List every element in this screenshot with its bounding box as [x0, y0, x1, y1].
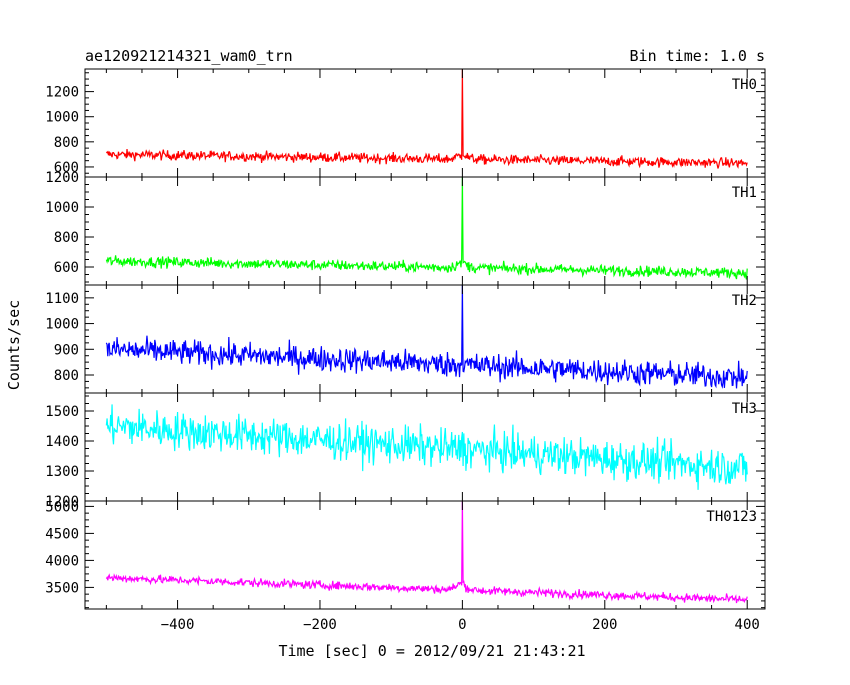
y-axis-label: Counts/sec	[5, 300, 23, 390]
y-tick-label: 1200	[45, 494, 79, 510]
panel-label-th3: TH3	[732, 401, 757, 417]
y-tick-label: 1200	[45, 170, 79, 186]
panel-th3: 1200 1300 1400 1500 TH3	[45, 392, 766, 510]
y-tick-label: 1400	[45, 434, 79, 450]
panel-label-th2: TH2	[732, 293, 757, 309]
panel-label-th0123: TH0123	[706, 509, 757, 525]
x-axis-label: Time [sec] 0 = 2012/09/21 21:43:21	[278, 642, 585, 660]
x-tick-label: −200	[303, 617, 337, 633]
x-tick-labels: −400 −200 0 200 400	[161, 617, 760, 633]
x-tick-label: 0	[458, 617, 466, 633]
y-tick-label: 800	[54, 230, 79, 246]
panel-th1: 600 800 1000 1200 TH1	[45, 170, 766, 286]
x-tick-label: 200	[592, 617, 617, 633]
y-tick-label: 3500	[45, 580, 79, 596]
panel-frame	[84, 500, 766, 610]
y-tick-label: 1100	[45, 291, 79, 307]
panel-th0: 600 800 1000 1200 TH0	[45, 68, 766, 178]
panel-th0123: 3500 4000 4500 5000 TH0123	[45, 499, 766, 610]
x-tick-label: 400	[735, 617, 760, 633]
y-tick-label: 800	[54, 135, 79, 151]
panel-th2: 800 900 1000 1100 TH2	[45, 284, 766, 394]
y-tick-label: 900	[54, 342, 79, 358]
panels-layer: 600 800 1000 1200 TH0 600 800 1000 1200 TH1 800 900…	[45, 68, 766, 610]
bin-time-label: Bin time: 1.0 s	[630, 47, 765, 65]
y-tick-label: 600	[54, 260, 79, 276]
series-th2	[105, 285, 748, 389]
panel-frame	[84, 284, 766, 394]
series-th1	[105, 177, 748, 280]
chart-title: ae120921214321_wam0_trn	[85, 47, 293, 65]
y-tick-label: 800	[54, 368, 79, 384]
y-tick-label: 1000	[45, 110, 79, 126]
y-tick-label: 600	[54, 160, 79, 176]
y-tick-label: 1300	[45, 464, 79, 480]
panel-label-th0: TH0	[732, 77, 757, 93]
series-th0	[105, 69, 748, 169]
panel-label-th1: TH1	[732, 185, 757, 201]
y-tick-label: 4500	[45, 526, 79, 542]
y-tick-label: 1000	[45, 200, 79, 216]
y-tick-label: 1000	[45, 317, 79, 333]
y-tick-label: 4000	[45, 553, 79, 569]
y-tick-label: 1500	[45, 404, 79, 420]
x-tick-label: −400	[161, 617, 195, 633]
y-tick-label: 1200	[45, 85, 79, 101]
y-tick-label: 5000	[45, 499, 79, 515]
series-th0123	[105, 501, 748, 604]
series-th3	[105, 404, 748, 490]
